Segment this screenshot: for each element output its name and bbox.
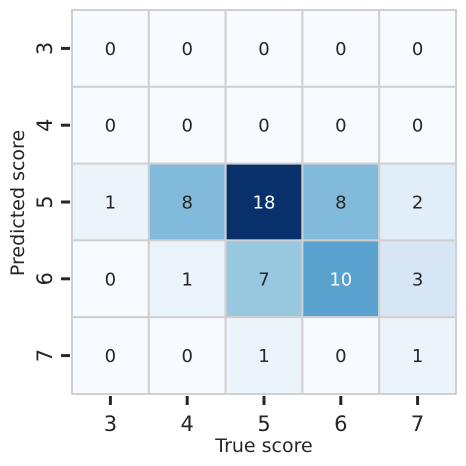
heatmap-cell-6-4 xyxy=(147,239,227,319)
cell-value-label: 8 xyxy=(181,193,192,214)
heatmap-cell-7-7 xyxy=(378,316,458,396)
x-tick-label: 6 xyxy=(334,412,347,436)
heatmap-cell-4-3 xyxy=(71,85,150,165)
x-tick-label: 5 xyxy=(257,412,270,436)
heatmap-cell-6-3 xyxy=(71,239,150,319)
y-axis-ticks: 3 4 5 6 7 xyxy=(33,42,70,362)
cell-value-label: 0 xyxy=(258,39,269,60)
heatmap-cell-4-5 xyxy=(224,85,304,165)
cell-value-label: 0 xyxy=(335,39,346,60)
cell-value-label: 0 xyxy=(412,116,423,137)
cell-value-label: 2 xyxy=(412,193,423,214)
x-axis-ticks: 3 4 5 6 7 xyxy=(104,396,424,436)
heatmap-cell-7-4 xyxy=(147,316,227,396)
cell-value-label: 0 xyxy=(105,39,116,60)
cell-value-label: 0 xyxy=(181,116,192,137)
x-tick-label: 3 xyxy=(104,412,117,436)
cell-value-label: 0 xyxy=(105,269,116,290)
cell-value-label: 0 xyxy=(258,116,269,137)
x-tick-label: 4 xyxy=(181,412,194,436)
y-tick-label: 5 xyxy=(33,195,57,208)
heatmap-cell-6-5 xyxy=(224,239,304,319)
x-axis-label: True score xyxy=(214,435,312,457)
heatmap-cell-7-5 xyxy=(224,316,304,396)
heatmap-cell-3-4 xyxy=(147,9,227,88)
cell-value-label: 3 xyxy=(412,269,423,290)
y-tick-label: 4 xyxy=(33,119,57,132)
heatmap-cell-7-3 xyxy=(71,316,150,396)
heatmap-cell-4-7 xyxy=(378,85,458,165)
cell-value-label: 0 xyxy=(335,116,346,137)
cell-value-label: 8 xyxy=(335,193,346,214)
heatmap-cells: 0 0 0 0 00 0 0 0 01 8 18 8 20 1 7 10 30 0 1 0 1 xyxy=(71,9,458,396)
cell-value-label: 1 xyxy=(181,269,192,290)
x-tick-label: 7 xyxy=(411,412,424,436)
cell-value-label: 0 xyxy=(412,39,423,60)
cell-value-label: 0 xyxy=(105,346,116,367)
cell-value-label: 18 xyxy=(253,193,276,214)
heatmap-cell-5-4 xyxy=(147,162,227,242)
y-axis-label: Predicted score xyxy=(7,130,29,276)
y-tick-label: 3 xyxy=(33,42,57,55)
cell-value-label: 0 xyxy=(335,346,346,367)
heatmap-cell-3-3 xyxy=(71,9,150,88)
y-tick-label: 7 xyxy=(33,349,57,362)
heatmap-cell-6-7 xyxy=(378,239,458,319)
cell-value-label: 1 xyxy=(258,346,269,367)
cell-value-label: 0 xyxy=(181,39,192,60)
heatmap-cell-6-6 xyxy=(301,239,381,319)
cell-value-label: 1 xyxy=(412,346,423,367)
y-tick-label: 6 xyxy=(33,272,57,285)
cell-value-label: 10 xyxy=(329,269,352,290)
cell-value-label: 1 xyxy=(105,193,116,214)
cell-value-label: 0 xyxy=(105,116,116,137)
cell-value-label: 0 xyxy=(181,346,192,367)
cell-value-label: 7 xyxy=(258,269,269,290)
heatmap-cell-5-6 xyxy=(301,162,381,242)
